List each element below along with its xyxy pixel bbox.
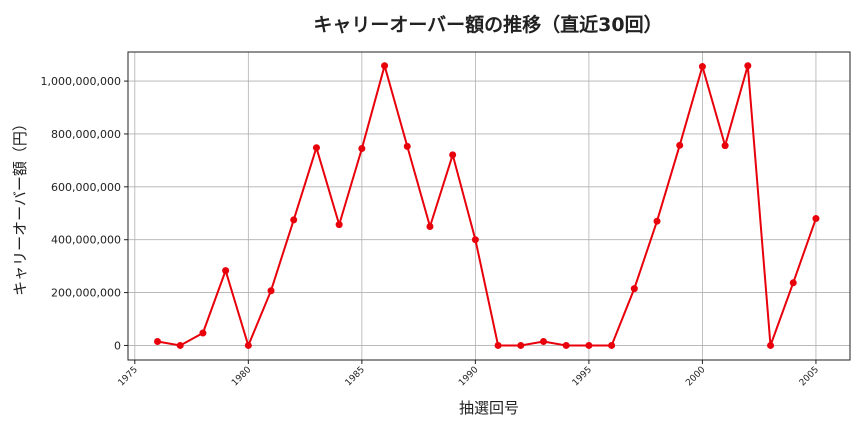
x-tick-label: 1980 (230, 365, 253, 388)
data-point (199, 329, 207, 337)
chart-title: キャリーオーバー額の推移（直近30回） (313, 13, 662, 36)
plot-frame (127, 51, 851, 361)
y-axis: 0 200,000,000 400,000,000 600,000,000 800,00… (41, 75, 128, 352)
data-point (494, 341, 502, 349)
data-point (562, 341, 570, 349)
data-point (721, 142, 729, 150)
data-point (335, 221, 343, 229)
data-point (539, 337, 547, 345)
data-point (312, 144, 320, 152)
x-axis-label: 抽選回号 (459, 399, 519, 417)
series-line (157, 61, 817, 349)
data-point (653, 217, 661, 225)
data-point (244, 341, 252, 349)
y-tick-label: 600,000,000 (51, 181, 121, 194)
y-tick-label: 200,000,000 (51, 287, 121, 300)
data-point (789, 279, 797, 287)
data-point (222, 267, 230, 275)
data-point (358, 144, 366, 152)
y-tick-label: 1,000,000,000 (41, 75, 121, 88)
data-point (630, 285, 638, 293)
data-point (767, 341, 775, 349)
series (154, 61, 820, 349)
data-point (698, 63, 706, 71)
x-tick-label: 2005 (798, 365, 821, 388)
grid (128, 52, 850, 360)
x-tick-label: 1990 (457, 365, 480, 388)
data-point (290, 216, 298, 224)
data-point (471, 236, 479, 244)
data-point (403, 142, 411, 150)
y-tick-label: 800,000,000 (51, 128, 121, 141)
data-point (744, 62, 752, 70)
data-point (176, 341, 184, 349)
x-tick-label: 1975 (117, 365, 140, 388)
data-point (381, 62, 389, 70)
data-point (154, 337, 162, 345)
data-point (449, 151, 457, 159)
x-axis: 1975 1980 1985 1990 1995 2000 2005 (117, 360, 821, 388)
x-tick-label: 1995 (571, 365, 594, 388)
x-tick-label: 1985 (344, 365, 367, 388)
x-tick-label: 2000 (684, 365, 707, 388)
y-tick-label: 0 (114, 339, 121, 352)
data-point (426, 222, 434, 230)
data-point (676, 141, 684, 149)
data-point (585, 341, 593, 349)
y-axis-label: キャリーオーバー額（円） (11, 116, 29, 296)
data-point (608, 341, 616, 349)
y-tick-label: 400,000,000 (51, 234, 121, 247)
data-point (267, 287, 275, 295)
data-point (812, 215, 820, 223)
data-point (517, 341, 525, 349)
